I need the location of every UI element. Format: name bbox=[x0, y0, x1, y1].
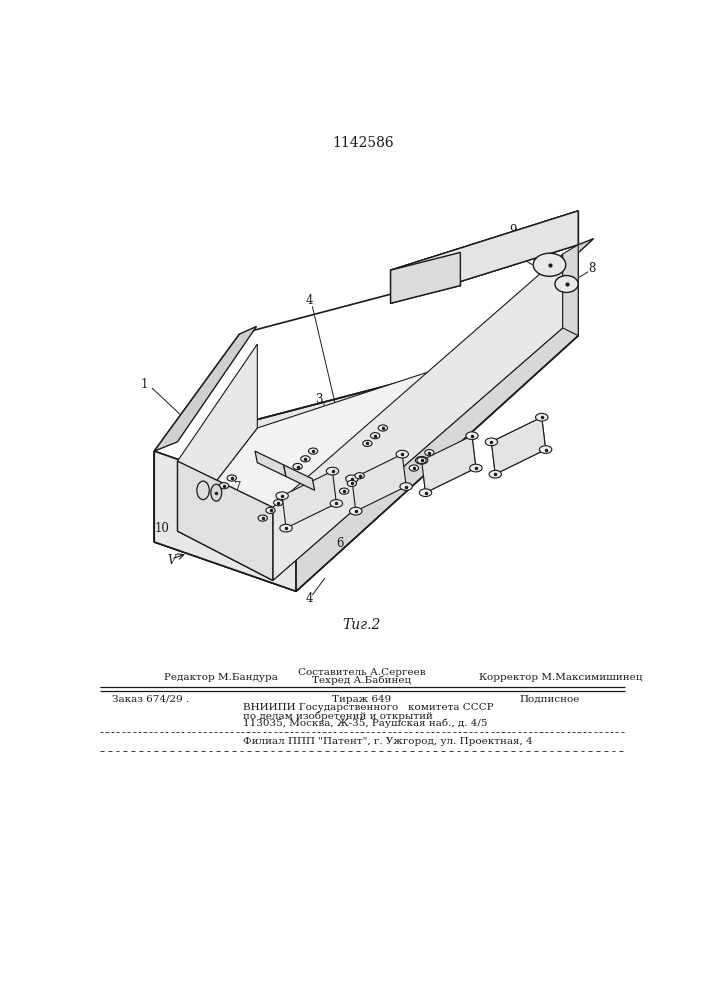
Ellipse shape bbox=[485, 438, 498, 446]
Text: 4: 4 bbox=[305, 294, 313, 307]
Ellipse shape bbox=[355, 473, 364, 479]
Ellipse shape bbox=[211, 490, 221, 497]
Text: Τиг.2: Τиг.2 bbox=[343, 618, 381, 632]
Polygon shape bbox=[177, 328, 563, 580]
Ellipse shape bbox=[197, 481, 209, 500]
Text: по делам изобретений и открытий: по делам изобретений и открытий bbox=[243, 711, 433, 721]
Text: 7: 7 bbox=[234, 481, 242, 494]
Text: Заказ 674/29 .: Заказ 674/29 . bbox=[112, 695, 189, 704]
Text: 9: 9 bbox=[268, 558, 276, 571]
Text: Редактор М.Бандура: Редактор М.Бандура bbox=[163, 673, 277, 682]
Polygon shape bbox=[273, 254, 563, 580]
Ellipse shape bbox=[489, 470, 501, 478]
Polygon shape bbox=[296, 239, 594, 501]
Ellipse shape bbox=[363, 440, 372, 446]
Ellipse shape bbox=[280, 524, 292, 532]
Ellipse shape bbox=[409, 465, 419, 471]
Polygon shape bbox=[391, 211, 578, 303]
Ellipse shape bbox=[396, 450, 409, 458]
Ellipse shape bbox=[346, 475, 358, 483]
Text: Составитель А.Сергеев: Составитель А.Сергеев bbox=[298, 668, 426, 677]
Polygon shape bbox=[177, 344, 257, 531]
Text: 7: 7 bbox=[491, 364, 499, 377]
Text: 11: 11 bbox=[180, 462, 194, 475]
Polygon shape bbox=[352, 454, 406, 511]
Ellipse shape bbox=[370, 433, 380, 439]
Text: 5: 5 bbox=[449, 395, 457, 408]
Ellipse shape bbox=[293, 463, 303, 470]
Polygon shape bbox=[563, 245, 578, 336]
Ellipse shape bbox=[308, 448, 317, 454]
Text: 10: 10 bbox=[155, 522, 170, 535]
Polygon shape bbox=[154, 326, 257, 451]
Ellipse shape bbox=[300, 456, 310, 462]
Text: 3: 3 bbox=[315, 393, 323, 406]
Text: 1142586: 1142586 bbox=[332, 136, 394, 150]
Polygon shape bbox=[154, 451, 296, 591]
Ellipse shape bbox=[276, 492, 288, 500]
Text: 1: 1 bbox=[141, 378, 148, 391]
Ellipse shape bbox=[227, 475, 236, 481]
Ellipse shape bbox=[347, 480, 356, 487]
Polygon shape bbox=[154, 336, 578, 591]
Text: Подписное: Подписное bbox=[520, 695, 580, 704]
Polygon shape bbox=[391, 211, 578, 303]
Ellipse shape bbox=[219, 483, 228, 489]
Ellipse shape bbox=[533, 253, 566, 276]
Text: 2: 2 bbox=[230, 412, 238, 425]
Text: V: V bbox=[167, 554, 175, 567]
Ellipse shape bbox=[378, 425, 387, 431]
Ellipse shape bbox=[266, 507, 275, 513]
Text: ВНИИПИ Государственного   комитета СССР: ВНИИПИ Государственного комитета СССР bbox=[243, 703, 494, 712]
Ellipse shape bbox=[349, 507, 362, 515]
Ellipse shape bbox=[466, 432, 478, 440]
Text: Техред А.Бабинец: Техред А.Бабинец bbox=[312, 676, 411, 685]
Ellipse shape bbox=[339, 488, 349, 494]
Ellipse shape bbox=[555, 276, 578, 292]
Text: Филиал ППП "Патент", г. Ужгород, ул. Проектная, 4: Филиал ППП "Патент", г. Ужгород, ул. Про… bbox=[243, 737, 533, 746]
Text: 4: 4 bbox=[305, 592, 313, 605]
Polygon shape bbox=[421, 436, 476, 493]
Ellipse shape bbox=[416, 456, 428, 464]
Polygon shape bbox=[391, 252, 460, 303]
Ellipse shape bbox=[400, 483, 412, 490]
Ellipse shape bbox=[539, 446, 552, 453]
Ellipse shape bbox=[330, 500, 343, 507]
Ellipse shape bbox=[211, 484, 222, 501]
Polygon shape bbox=[177, 461, 273, 580]
Polygon shape bbox=[284, 465, 315, 490]
Polygon shape bbox=[255, 451, 286, 477]
Text: 9: 9 bbox=[509, 224, 517, 237]
Text: 8: 8 bbox=[588, 262, 596, 275]
Text: 6: 6 bbox=[337, 537, 344, 550]
Ellipse shape bbox=[417, 457, 426, 463]
Ellipse shape bbox=[469, 464, 482, 472]
Text: Корректор М.Максимишинец: Корректор М.Максимишинец bbox=[479, 673, 643, 682]
Ellipse shape bbox=[327, 467, 339, 475]
Ellipse shape bbox=[419, 489, 432, 497]
Polygon shape bbox=[491, 417, 546, 474]
Text: Тираж 649: Тираж 649 bbox=[332, 695, 392, 704]
Ellipse shape bbox=[535, 413, 548, 421]
Ellipse shape bbox=[425, 450, 434, 456]
Ellipse shape bbox=[258, 515, 267, 521]
Polygon shape bbox=[282, 471, 337, 528]
Text: 113035, Москва, Ж-35, Раушская наб., д. 4/5: 113035, Москва, Ж-35, Раушская наб., д. … bbox=[243, 719, 488, 728]
Ellipse shape bbox=[274, 500, 283, 506]
Polygon shape bbox=[296, 245, 578, 591]
